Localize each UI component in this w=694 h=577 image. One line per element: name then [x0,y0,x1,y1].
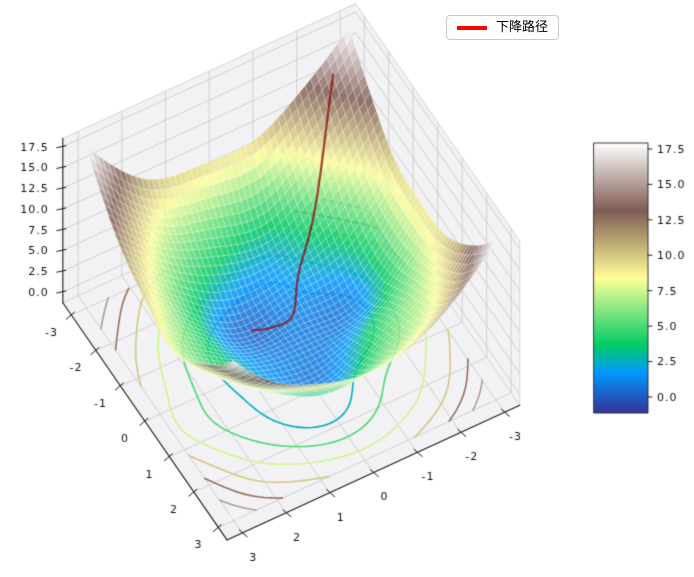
legend: 下降路径 [446,15,560,40]
legend-line-red [457,25,487,30]
legend-label: 下降路径 [496,20,549,35]
